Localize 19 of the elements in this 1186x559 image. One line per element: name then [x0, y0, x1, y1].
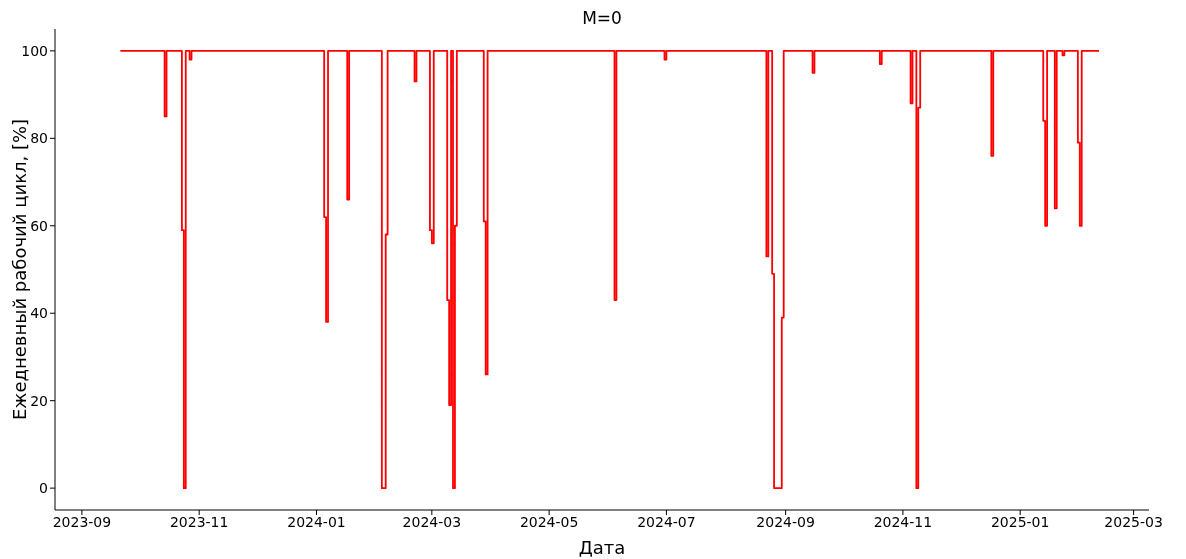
- x-tick-label: 2024-03: [402, 513, 462, 530]
- x-tick-label: 2024-05: [519, 513, 579, 530]
- x-tick-label: 2023-11: [169, 513, 229, 530]
- x-tick-label: 2023-09: [52, 513, 112, 530]
- y-tick-label: 80: [30, 130, 48, 147]
- x-tick-label: 2025-01: [990, 513, 1050, 530]
- x-tick-label: 2025-03: [1104, 513, 1163, 530]
- y-tick-label: 60: [30, 217, 48, 234]
- chart-title: M=0: [581, 8, 623, 28]
- y-tick-label: 100: [21, 42, 48, 59]
- y-axis-title: Ежедневный рабочий цикл, [%]: [9, 118, 30, 421]
- x-tick-label: 2024-09: [756, 513, 815, 530]
- x-tick-label: 2024-01: [287, 513, 346, 530]
- x-tick-label: 2024-07: [637, 513, 696, 530]
- y-tick-label: 20: [30, 392, 48, 409]
- y-tick-label: 0: [39, 480, 48, 497]
- y-tick-label: 40: [30, 305, 48, 322]
- x-axis-title: Дата: [578, 537, 626, 558]
- x-tick-label: 2024-11: [873, 513, 933, 530]
